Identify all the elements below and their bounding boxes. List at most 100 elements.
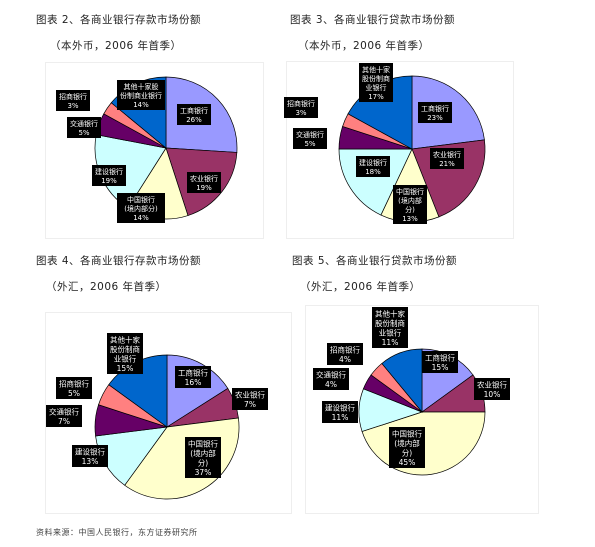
slice-label-text: 4% bbox=[325, 380, 337, 389]
slice-label-text: (境内部 bbox=[398, 196, 422, 205]
slice-label-text: 股份制商 bbox=[110, 344, 140, 354]
slice-label-text: 建设银行 bbox=[359, 158, 387, 167]
slice-label-text: 分) bbox=[405, 205, 415, 214]
slice-label-text: 分) bbox=[198, 459, 208, 468]
pie-chart-frame: 工商银行 15% 农业银行 10% 中国银行 (境内部 分) 45% 建设银行 11% 交通银行 4%… bbox=[306, 306, 538, 513]
slice-label-box bbox=[72, 445, 108, 467]
slice-label-text: 中国银行 bbox=[127, 195, 155, 204]
chart-title: 图表 4、各商业银行存款市场份额 bbox=[36, 255, 202, 267]
slice-label-box bbox=[107, 333, 143, 374]
pie-chart-frame: 工商银行 16% 农业银行 7% 中国银行 (境内部 分) 37% 建设银行 13% 交通银行 7% 招… bbox=[46, 313, 291, 513]
slice-label-text: (境内部 bbox=[394, 438, 420, 448]
slice-label-text: 7% bbox=[58, 417, 70, 426]
slice-label-box bbox=[322, 401, 358, 423]
slice-label-text: 26% bbox=[186, 116, 202, 124]
slice-label-text: 37% bbox=[195, 468, 212, 477]
slice-label-box bbox=[187, 172, 221, 193]
slice-label-text: 18% bbox=[365, 168, 381, 176]
slice-label-box bbox=[359, 63, 393, 102]
slice-label-box bbox=[92, 165, 126, 186]
pie-chart-svg: 工商银行15%农业银行10%中国银行(境内部分)45%建设银行11%交通银行4%… bbox=[313, 307, 510, 476]
slice-label-text: 农业银行 bbox=[433, 150, 461, 159]
slice-label-text: 招商银行 bbox=[287, 99, 315, 108]
slice-label: 中国银行(境内部分)45% bbox=[389, 427, 425, 468]
slice-label-text: 19% bbox=[101, 177, 117, 185]
chart-title: 图表 2、各商业银行存款市场份额 bbox=[36, 14, 202, 26]
slice-label-box bbox=[313, 368, 349, 390]
slice-label-text: 10% bbox=[484, 390, 501, 399]
slice-label-text: 业银行 bbox=[114, 354, 137, 364]
slice-label-text: 建设银行 bbox=[75, 447, 105, 457]
slice-label-text: 招商银行 bbox=[59, 379, 89, 389]
slice-label-box bbox=[293, 128, 327, 149]
slice-label-box bbox=[356, 156, 390, 177]
slice-label-text: 交通银行 bbox=[296, 130, 324, 139]
slice-label-text: 14% bbox=[133, 101, 149, 109]
slice-label-box bbox=[232, 388, 268, 410]
slice-label-text: 股份制商 bbox=[362, 74, 390, 83]
slice-label-text: 其他十家 bbox=[110, 335, 140, 345]
slice-label-text: 其他十家 bbox=[362, 65, 390, 74]
slice-label-box bbox=[117, 80, 165, 110]
slice-label-box bbox=[393, 185, 427, 224]
slice-label-text: (境内部 bbox=[190, 448, 216, 458]
pie-chart-svg: 工商银行16%农业银行7%中国银行(境内部分)37%建设银行13%交通银行7%招… bbox=[46, 333, 268, 500]
pie-chart-frame: 工商银行 26% 农业银行 19% 中国银行 (境内部分) 14% 建设银行 19% 交通银行 5%… bbox=[46, 63, 263, 238]
chart-subtitle: （本外币，2006 年首季） bbox=[298, 40, 430, 52]
slice-label-text: 5% bbox=[68, 389, 80, 398]
slice-label-text: 业银行 bbox=[366, 83, 387, 92]
slice-label-box bbox=[418, 102, 452, 123]
slice-label-text: 业银行 bbox=[379, 328, 402, 338]
chart-subtitle: （本外币，2006 年首季） bbox=[50, 40, 182, 52]
slice-label-text: 交通银行 bbox=[70, 119, 98, 128]
slice-label-text: (境内部分) bbox=[124, 204, 158, 213]
slice-label-text: 交通银行 bbox=[49, 407, 79, 417]
slice-label-text: 3% bbox=[295, 109, 306, 117]
slice-label-box bbox=[389, 427, 425, 468]
slice-label-text: 3% bbox=[67, 102, 78, 110]
slice-label-box bbox=[185, 437, 221, 478]
slice-label-text: 建设银行 bbox=[95, 167, 123, 176]
slice-label-text: 招商银行 bbox=[59, 92, 87, 101]
slice-label-text: 其他十家股 bbox=[124, 82, 159, 91]
slice-label-text: 15% bbox=[117, 364, 134, 373]
slice-label-text: 其他十家 bbox=[375, 309, 405, 319]
slice-label-box bbox=[117, 193, 165, 223]
slice-label-box bbox=[327, 343, 363, 365]
slice-label-text: 11% bbox=[332, 413, 349, 422]
slice-label-box bbox=[284, 97, 318, 118]
slice-label: 中国银行(境内部分)14% bbox=[117, 193, 165, 223]
slice-label-text: 45% bbox=[399, 458, 416, 467]
slice-label-box bbox=[56, 90, 90, 111]
slice-label-text: 工商银行 bbox=[425, 353, 455, 363]
slice-label-text: 中国银行 bbox=[396, 187, 424, 196]
slice-label-box bbox=[474, 378, 510, 400]
chart-subtitle: （外汇，2006 年首季） bbox=[300, 281, 421, 293]
slice-label-text: 15% bbox=[432, 363, 449, 372]
pie-chart-svg: 工商银行23%农业银行21%中国银行(境内部分)13%建设银行18%交通银行5%… bbox=[284, 63, 486, 224]
slice-label-box bbox=[430, 148, 464, 169]
slice-label-text: 分) bbox=[402, 449, 412, 458]
slice-label-box bbox=[372, 307, 408, 348]
source-note: 资料来源：中国人民银行，东方证券研究所 bbox=[36, 528, 198, 537]
slice-label-text: 工商银行 bbox=[421, 104, 449, 113]
slice-label-text: 招商银行 bbox=[330, 345, 360, 355]
